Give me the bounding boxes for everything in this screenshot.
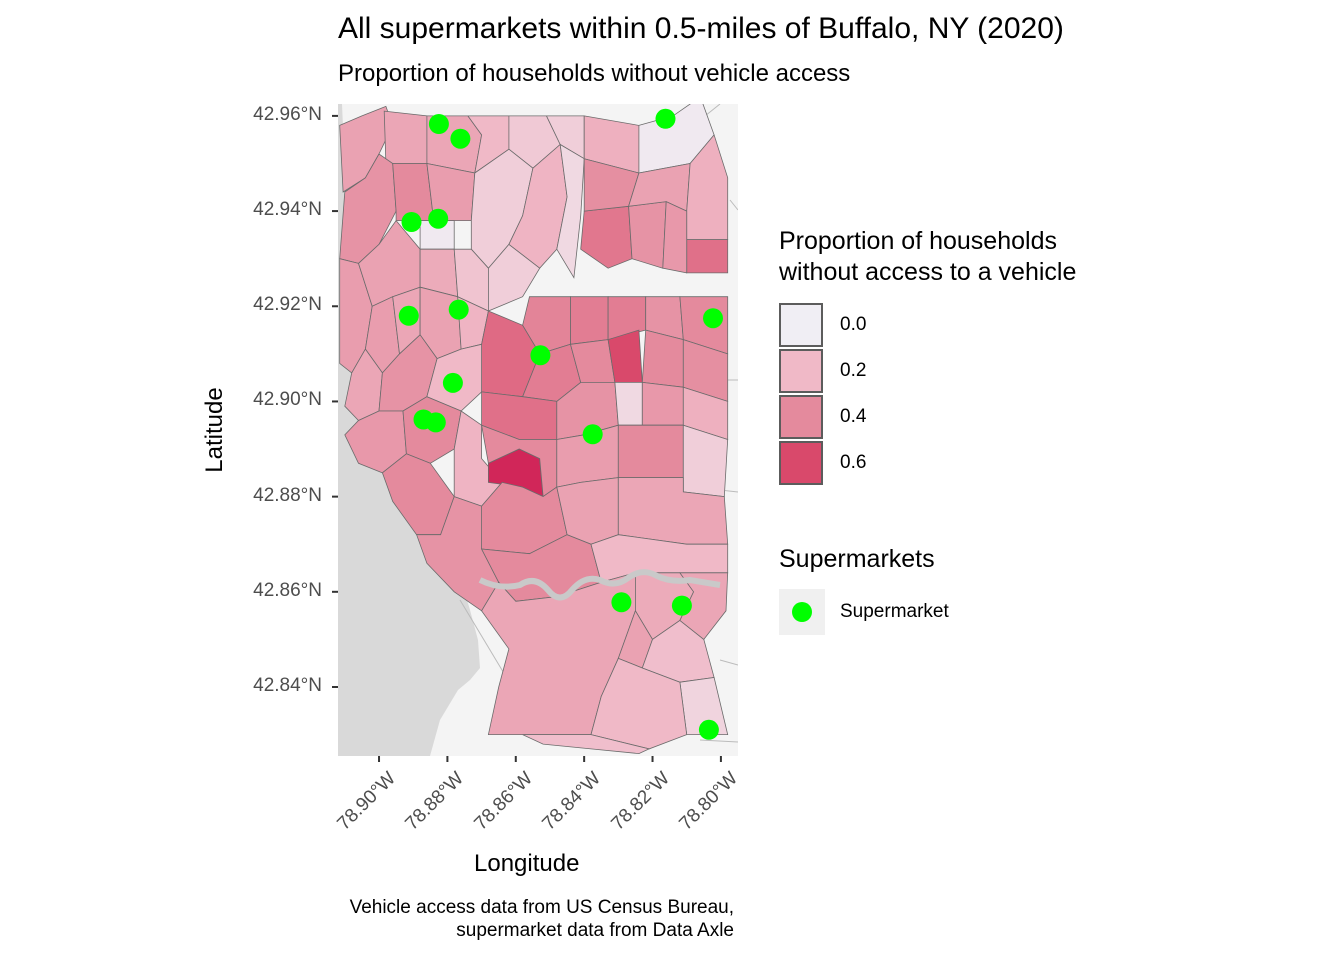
- census-tract-40: [641, 329, 684, 388]
- supermarket-point-8: [703, 308, 723, 329]
- supermarket-point-11: [425, 412, 446, 433]
- y-tick-label-3: 42.90°N: [253, 389, 322, 411]
- fill-legend-label-1: 0.2: [840, 360, 867, 381]
- supermarket-point-13: [611, 592, 632, 613]
- y-tick-label-0: 42.96°N: [253, 103, 322, 125]
- caption-line-2: supermarket data from Data Axle: [456, 920, 734, 941]
- census-tract-1: [383, 110, 428, 164]
- caption-line-1: Vehicle access data from US Census Burea…: [349, 897, 734, 918]
- fill-legend-key-2: [779, 395, 823, 439]
- supermarket-point-7: [530, 345, 551, 366]
- y-tick-label-6: 42.84°N: [253, 674, 322, 696]
- supermarket-point-2: [655, 108, 676, 129]
- census-tract-28: [570, 296, 609, 345]
- fill-legend-title: Proportion of households without access …: [779, 226, 1076, 288]
- fill-legend-label-3: 0.6: [840, 452, 867, 473]
- census-tract-21: [662, 200, 688, 274]
- supermarket-point-9: [442, 372, 463, 393]
- census-tract-72: [679, 572, 729, 640]
- river-channel: [478, 569, 721, 601]
- supermarket-points: [398, 108, 723, 740]
- lake-water: [338, 104, 480, 756]
- fill-legend-title-line-2: without access to a vehicle: [779, 258, 1077, 286]
- supermarket-point-15: [698, 719, 719, 740]
- y-tick-label-5: 42.86°N: [253, 579, 322, 601]
- point-legend-key: [779, 589, 825, 635]
- y-tick-label-4: 42.88°N: [253, 484, 322, 506]
- y-tick-label-2: 42.92°N: [253, 294, 322, 316]
- supermarket-point-0: [428, 114, 449, 134]
- census-tract-48: [641, 381, 684, 426]
- supermarket-point-12: [582, 424, 603, 445]
- fill-legend-label-0: 0.0: [840, 314, 867, 335]
- supermarket-point-4: [428, 208, 449, 229]
- fill-legend-label-2: 0.4: [840, 406, 867, 427]
- map-subtitle: Proportion of households without vehicle…: [338, 60, 851, 87]
- x-axis-title: Longitude: [474, 850, 580, 877]
- supermarket-point-6: [448, 299, 469, 320]
- point-legend-dot: [792, 602, 812, 622]
- supermarket-point-3: [401, 212, 422, 232]
- fill-legend-key-3: [779, 441, 823, 485]
- census-tract-70: [590, 657, 688, 750]
- census-tracts: [339, 104, 729, 755]
- census-tract-20: [686, 239, 729, 274]
- fill-legend-title-line-1: Proportion of households: [779, 227, 1057, 255]
- supermarket-point-14: [671, 595, 692, 616]
- fill-legend-key-0: [779, 303, 823, 347]
- supermarket-point-1: [450, 128, 471, 149]
- census-tract-26: [487, 243, 541, 312]
- point-legend-label: Supermarket: [840, 601, 949, 622]
- fill-legend-key-1: [779, 349, 823, 393]
- caption: Vehicle access data from US Census Burea…: [350, 896, 734, 942]
- map-panel: [338, 104, 738, 756]
- y-axis-title: Latitude: [201, 387, 228, 473]
- census-tract-17: [628, 201, 667, 269]
- census-tract-47: [614, 381, 643, 426]
- census-tract-71: [522, 734, 651, 755]
- map-title: All supermarkets within 0.5-miles of Buf…: [338, 12, 1064, 45]
- point-legend-title: Supermarkets: [779, 545, 935, 573]
- y-tick-label-1: 42.94°N: [253, 199, 322, 221]
- axis-tick-marks: [332, 114, 722, 762]
- census-tract-56: [617, 424, 684, 479]
- supermarket-point-5: [398, 305, 419, 326]
